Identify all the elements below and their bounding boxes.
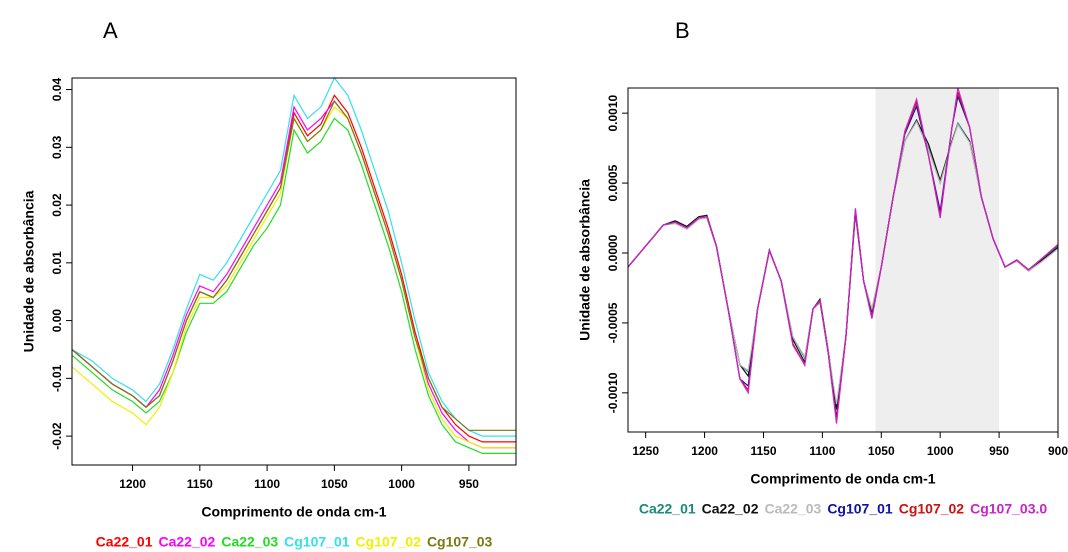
plot-frame	[627, 87, 1059, 433]
x-tick-label: 1100	[809, 444, 835, 458]
spectrum-line	[71, 76, 516, 437]
legend-entry: Ca22_03	[221, 534, 278, 550]
x-tick-label: 1050	[868, 444, 895, 458]
spectrum-line	[71, 94, 516, 443]
panel-title: A	[103, 18, 118, 43]
y-tick-label: -0.0005	[606, 302, 620, 343]
legend-entry: Cg107_02	[899, 501, 965, 517]
legend-entry: Ca22_02	[702, 501, 759, 517]
legend-entry: Cg107_01	[284, 534, 350, 550]
panel-title: B	[675, 18, 690, 43]
x-tick-label: 950	[459, 477, 479, 491]
x-tick-label: 1000	[927, 444, 954, 458]
y-tick-label: 0.00	[50, 309, 64, 333]
y-tick-label: -0.02	[50, 422, 64, 450]
x-tick-label: 1150	[187, 477, 213, 491]
x-tick-label: 1200	[691, 444, 718, 458]
y-tick-label: 0.0005	[606, 164, 620, 201]
legend-entry: Ca22_01	[639, 501, 696, 517]
highlight-region	[875, 88, 1000, 432]
y-tick-label: 0.04	[50, 78, 64, 102]
y-tick-label: 0.0000	[606, 234, 620, 271]
y-tick-label: 0.02	[50, 193, 64, 217]
legend-entry: Cg107_01	[827, 501, 893, 517]
y-tick-label: -0.0010	[606, 372, 620, 413]
legend: Ca22_01 Ca22_02 Ca22_03 Cg107_01 Cg107_02 Cg1…	[96, 534, 493, 550]
spectrum-line	[71, 105, 516, 449]
y-axis-title: Unidade de absorbância	[577, 179, 593, 341]
legend-entry: Ca22_02	[159, 534, 216, 550]
spectrum-line	[71, 100, 516, 449]
y-tick-label: 0.01	[50, 251, 64, 275]
x-tick-label: 1200	[119, 477, 146, 491]
plot-frame	[71, 77, 517, 466]
legend-entry: Ca22_01	[96, 534, 153, 550]
x-tick-label: 1000	[388, 477, 415, 491]
spectrum-line	[71, 99, 516, 431]
x-tick-label: 900	[1048, 444, 1068, 458]
spectrum-line	[71, 117, 516, 454]
y-tick-label: 0.03	[50, 135, 64, 159]
x-tick-label: 1250	[632, 444, 659, 458]
y-axis-title: Unidade de absorbância	[21, 190, 37, 352]
x-tick-label: 1150	[750, 444, 776, 458]
legend-entry: Ca22_03	[764, 501, 821, 517]
y-tick-label: -0.01	[50, 364, 64, 392]
x-tick-label: 1050	[321, 477, 348, 491]
x-axis-title: Comprimento de onda cm-1	[750, 471, 935, 487]
spectrum-line	[627, 120, 1059, 405]
spectrum-line	[627, 87, 1059, 424]
legend-entry: Cg107_03	[427, 534, 493, 550]
legend-entry: Cg107_02	[356, 534, 422, 550]
legend-entry: Cg107_03.0	[970, 501, 1047, 517]
x-tick-label: 1100	[254, 477, 280, 491]
x-axis-title: Comprimento de onda cm-1	[201, 504, 386, 520]
x-tick-label: 950	[989, 444, 1009, 458]
legend: Ca22_01 Ca22_02 Ca22_03 Cg107_01 Cg107_02 Cg1…	[639, 501, 1048, 517]
y-tick-label: 0.0010	[606, 94, 620, 131]
